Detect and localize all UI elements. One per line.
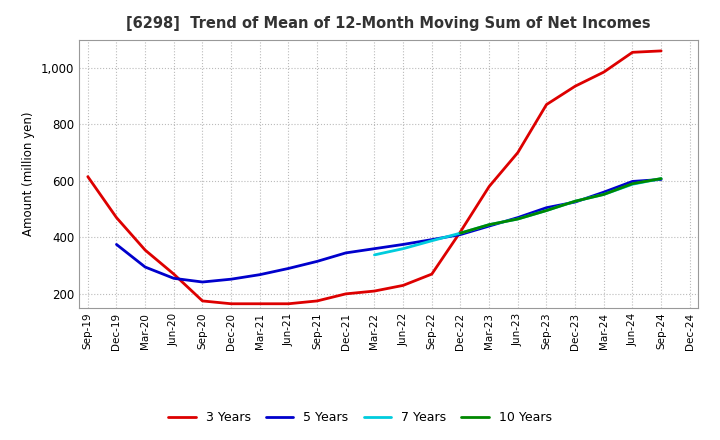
Line: 5 Years: 5 Years [117,180,661,282]
5 Years [399,242,408,247]
5 Years [112,242,121,247]
5 Years [571,199,580,205]
5 Years [600,190,608,195]
5 Years [370,246,379,251]
5 Years [513,215,522,220]
3 Years [456,229,465,235]
10 Years [600,192,608,197]
7 Years [456,231,465,236]
5 Years [284,266,293,271]
7 Years [600,192,608,197]
10 Years [513,216,522,222]
5 Years [141,264,150,270]
5 Years [227,277,235,282]
Line: 3 Years: 3 Years [88,51,661,304]
3 Years [513,150,522,155]
3 Years [84,174,92,179]
Title: [6298]  Trend of Mean of 12-Month Moving Sum of Net Incomes: [6298] Trend of Mean of 12-Month Moving … [127,16,651,32]
10 Years [456,231,465,236]
3 Years [542,102,551,107]
7 Years [513,216,522,222]
3 Years [227,301,235,306]
7 Years [571,198,580,204]
Line: 7 Years: 7 Years [374,179,661,255]
5 Years [485,224,493,229]
7 Years [399,246,408,251]
5 Years [428,237,436,242]
3 Years [428,271,436,277]
10 Years [542,208,551,213]
5 Years [198,279,207,285]
10 Years [657,176,665,181]
5 Years [312,259,321,264]
3 Years [284,301,293,306]
7 Years [370,252,379,257]
3 Years [657,48,665,54]
3 Years [256,301,264,306]
Y-axis label: Amount (million yen): Amount (million yen) [22,112,35,236]
5 Years [657,177,665,182]
7 Years [485,222,493,227]
10 Years [628,181,636,186]
5 Years [169,276,178,281]
3 Years [370,288,379,293]
5 Years [456,232,465,237]
10 Years [485,222,493,227]
7 Years [628,182,636,187]
Legend: 3 Years, 5 Years, 7 Years, 10 Years: 3 Years, 5 Years, 7 Years, 10 Years [163,407,557,429]
7 Years [657,176,665,181]
5 Years [341,250,350,256]
3 Years [341,291,350,297]
3 Years [312,298,321,304]
Line: 10 Years: 10 Years [461,179,661,233]
3 Years [485,184,493,189]
10 Years [571,198,580,204]
3 Years [628,50,636,55]
3 Years [571,84,580,89]
7 Years [542,208,551,213]
3 Years [399,283,408,288]
3 Years [169,271,178,277]
3 Years [112,215,121,220]
3 Years [141,247,150,253]
7 Years [428,238,436,243]
5 Years [628,179,636,184]
3 Years [600,70,608,75]
5 Years [542,205,551,210]
3 Years [198,298,207,304]
5 Years [256,272,264,277]
